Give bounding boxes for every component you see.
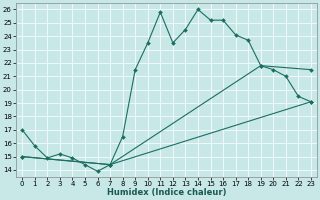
X-axis label: Humidex (Indice chaleur): Humidex (Indice chaleur) bbox=[107, 188, 226, 197]
